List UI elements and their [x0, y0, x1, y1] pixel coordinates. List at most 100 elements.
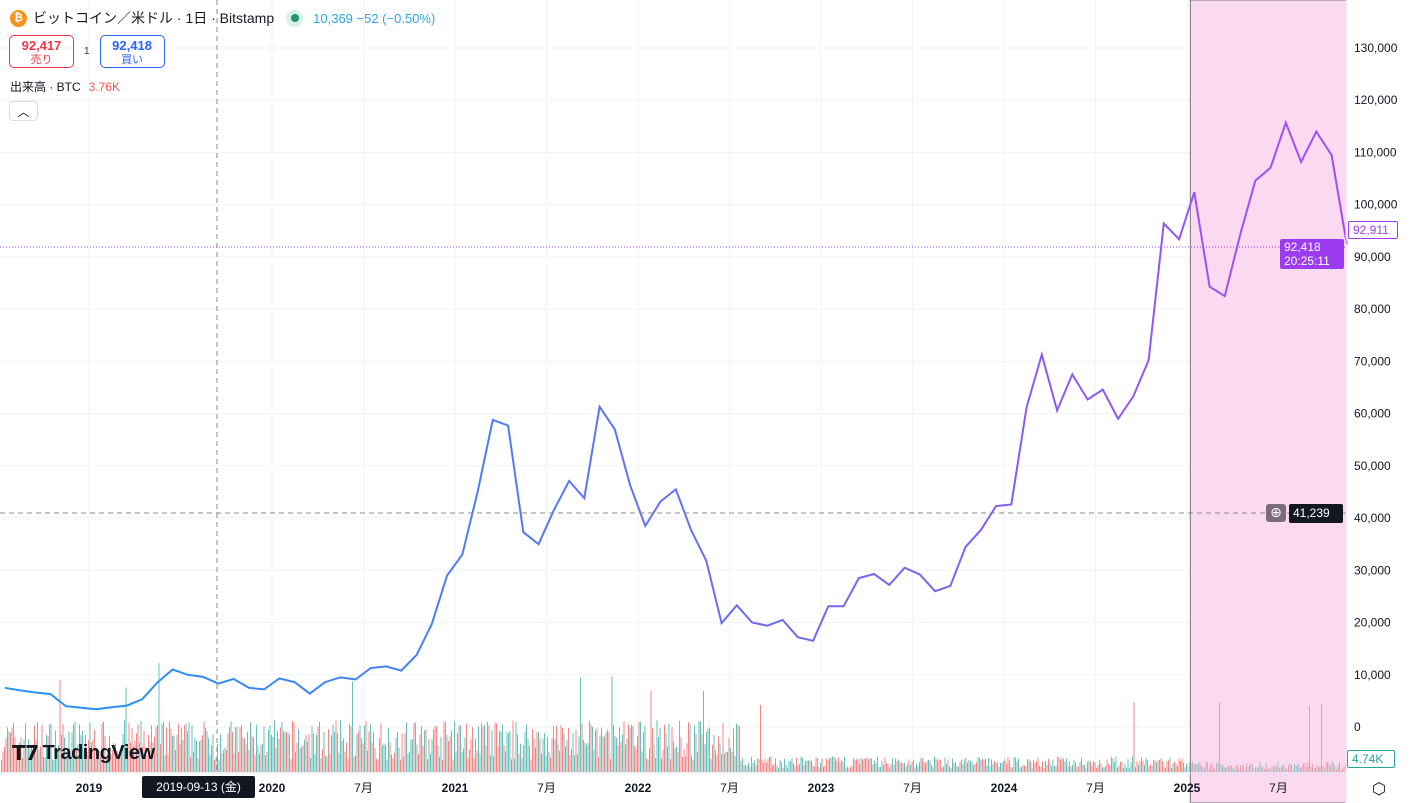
volume-bar	[766, 762, 767, 772]
volume-bar	[391, 754, 392, 772]
volume-bar	[1315, 767, 1316, 772]
volume-bar	[646, 758, 647, 772]
volume-bar	[1069, 761, 1070, 772]
volume-bar	[1202, 766, 1204, 772]
volume-bar	[457, 733, 458, 772]
volume-bar	[209, 755, 211, 772]
time-axis[interactable]: 2019 2020 7月 2021 7月 2022 7月 2023 7月 2024 7月 2025 7月	[76, 781, 1288, 795]
volume-bar	[1088, 760, 1090, 772]
price-axis[interactable]: 0 10,000 20,000 30,000 40,000 50,000 60,000 70,…	[1354, 41, 1398, 734]
volume-bar	[1291, 764, 1292, 772]
volume-bar	[281, 721, 283, 772]
volume-bar	[1241, 765, 1243, 772]
volume-bar	[935, 758, 937, 772]
volume-bar	[229, 727, 230, 772]
volume-bar	[1100, 763, 1102, 772]
volume-bar	[1216, 763, 1217, 772]
add-alert-icon[interactable]: ⊕	[1266, 504, 1286, 522]
volume-bar	[356, 733, 358, 772]
volume-bar	[704, 744, 706, 772]
volume-bar	[506, 731, 508, 772]
volume-bar	[1207, 762, 1208, 772]
buy-button[interactable]: 92,418 買い	[99, 35, 165, 68]
volume-bar	[374, 748, 376, 772]
volume-bar	[521, 758, 523, 772]
volume-bar	[115, 744, 116, 772]
volume-bar	[1213, 768, 1214, 772]
volume-bar	[452, 759, 454, 772]
volume-bar	[199, 741, 200, 772]
symbol-title[interactable]: ビットコイン／米ドル · 1日 · Bitstamp	[33, 10, 275, 26]
volume-bar	[565, 746, 566, 772]
volume-bar	[262, 743, 263, 772]
volume-bar	[440, 736, 442, 772]
volume-bar	[467, 758, 469, 772]
volume-bar	[607, 729, 608, 772]
volume-bar	[956, 766, 958, 772]
volume-bar	[499, 730, 500, 772]
volume-bar	[154, 736, 155, 772]
tradingview-logo[interactable]: 𝗧𝟳 TradingView	[12, 741, 155, 766]
sell-button[interactable]: 92,417 売り	[9, 35, 74, 68]
volume-bar	[1115, 756, 1117, 772]
volume-bar	[233, 753, 235, 772]
volume-bar	[337, 733, 338, 772]
countdown: 20:25:11	[1284, 254, 1330, 268]
volume-bar	[236, 726, 238, 772]
volume-bar	[463, 748, 464, 772]
volume-bar	[1310, 765, 1312, 772]
volume-bar	[959, 762, 961, 772]
volume-bar	[1244, 769, 1246, 772]
volume-bar	[187, 731, 188, 772]
volume-bar	[191, 725, 193, 772]
volume-bar	[1189, 762, 1190, 772]
volume-bar	[943, 766, 944, 772]
volume-bar	[929, 761, 931, 772]
volume-bar	[908, 759, 910, 772]
volume-bar	[136, 733, 137, 772]
volume-bar	[1270, 769, 1271, 772]
volume-bar	[256, 725, 257, 772]
volume-bar	[152, 742, 154, 772]
tradingview-logo-icon: 𝗧𝟳	[12, 743, 39, 765]
volume-bar	[626, 738, 628, 772]
volume-bar	[284, 732, 286, 772]
collapse-legend-button[interactable]: ︿	[9, 101, 38, 121]
volume-bar	[197, 758, 199, 772]
volume-bar	[637, 736, 638, 772]
volume-bar	[944, 757, 946, 772]
volume-bar	[253, 737, 254, 772]
volume-bar	[269, 725, 271, 772]
volume-bar	[524, 731, 526, 772]
volume-bar	[220, 734, 221, 772]
volume-bar	[803, 764, 805, 772]
volume-bar	[547, 737, 548, 772]
volume-bar	[1174, 761, 1175, 772]
volume-bar	[535, 747, 536, 772]
volume-bar	[527, 739, 529, 772]
volume-bar	[370, 724, 371, 772]
volume-bar	[949, 766, 950, 772]
volume-bar	[485, 745, 487, 772]
volume-bar	[916, 763, 917, 772]
volume-bar	[409, 751, 410, 772]
volume-bar	[1334, 766, 1336, 772]
volume-bar	[433, 729, 434, 772]
volume-bar	[172, 736, 173, 772]
volume-bar	[338, 752, 340, 772]
volume-bar	[847, 767, 848, 772]
volume-bar	[992, 764, 994, 772]
volume-bar	[1181, 758, 1183, 772]
volume-bar	[1208, 768, 1210, 772]
volume-bar	[76, 750, 77, 772]
volume-bar	[149, 742, 151, 772]
volume-bar	[790, 761, 791, 772]
volume-bar	[1259, 761, 1261, 772]
volume-bar	[77, 744, 79, 772]
volume-bar	[793, 763, 794, 772]
volume-bar	[1238, 768, 1240, 772]
volume-bar	[466, 723, 467, 772]
volume-label[interactable]: 出来高 · BTC	[10, 80, 81, 94]
settings-icon[interactable]: ⬡	[1372, 781, 1386, 798]
